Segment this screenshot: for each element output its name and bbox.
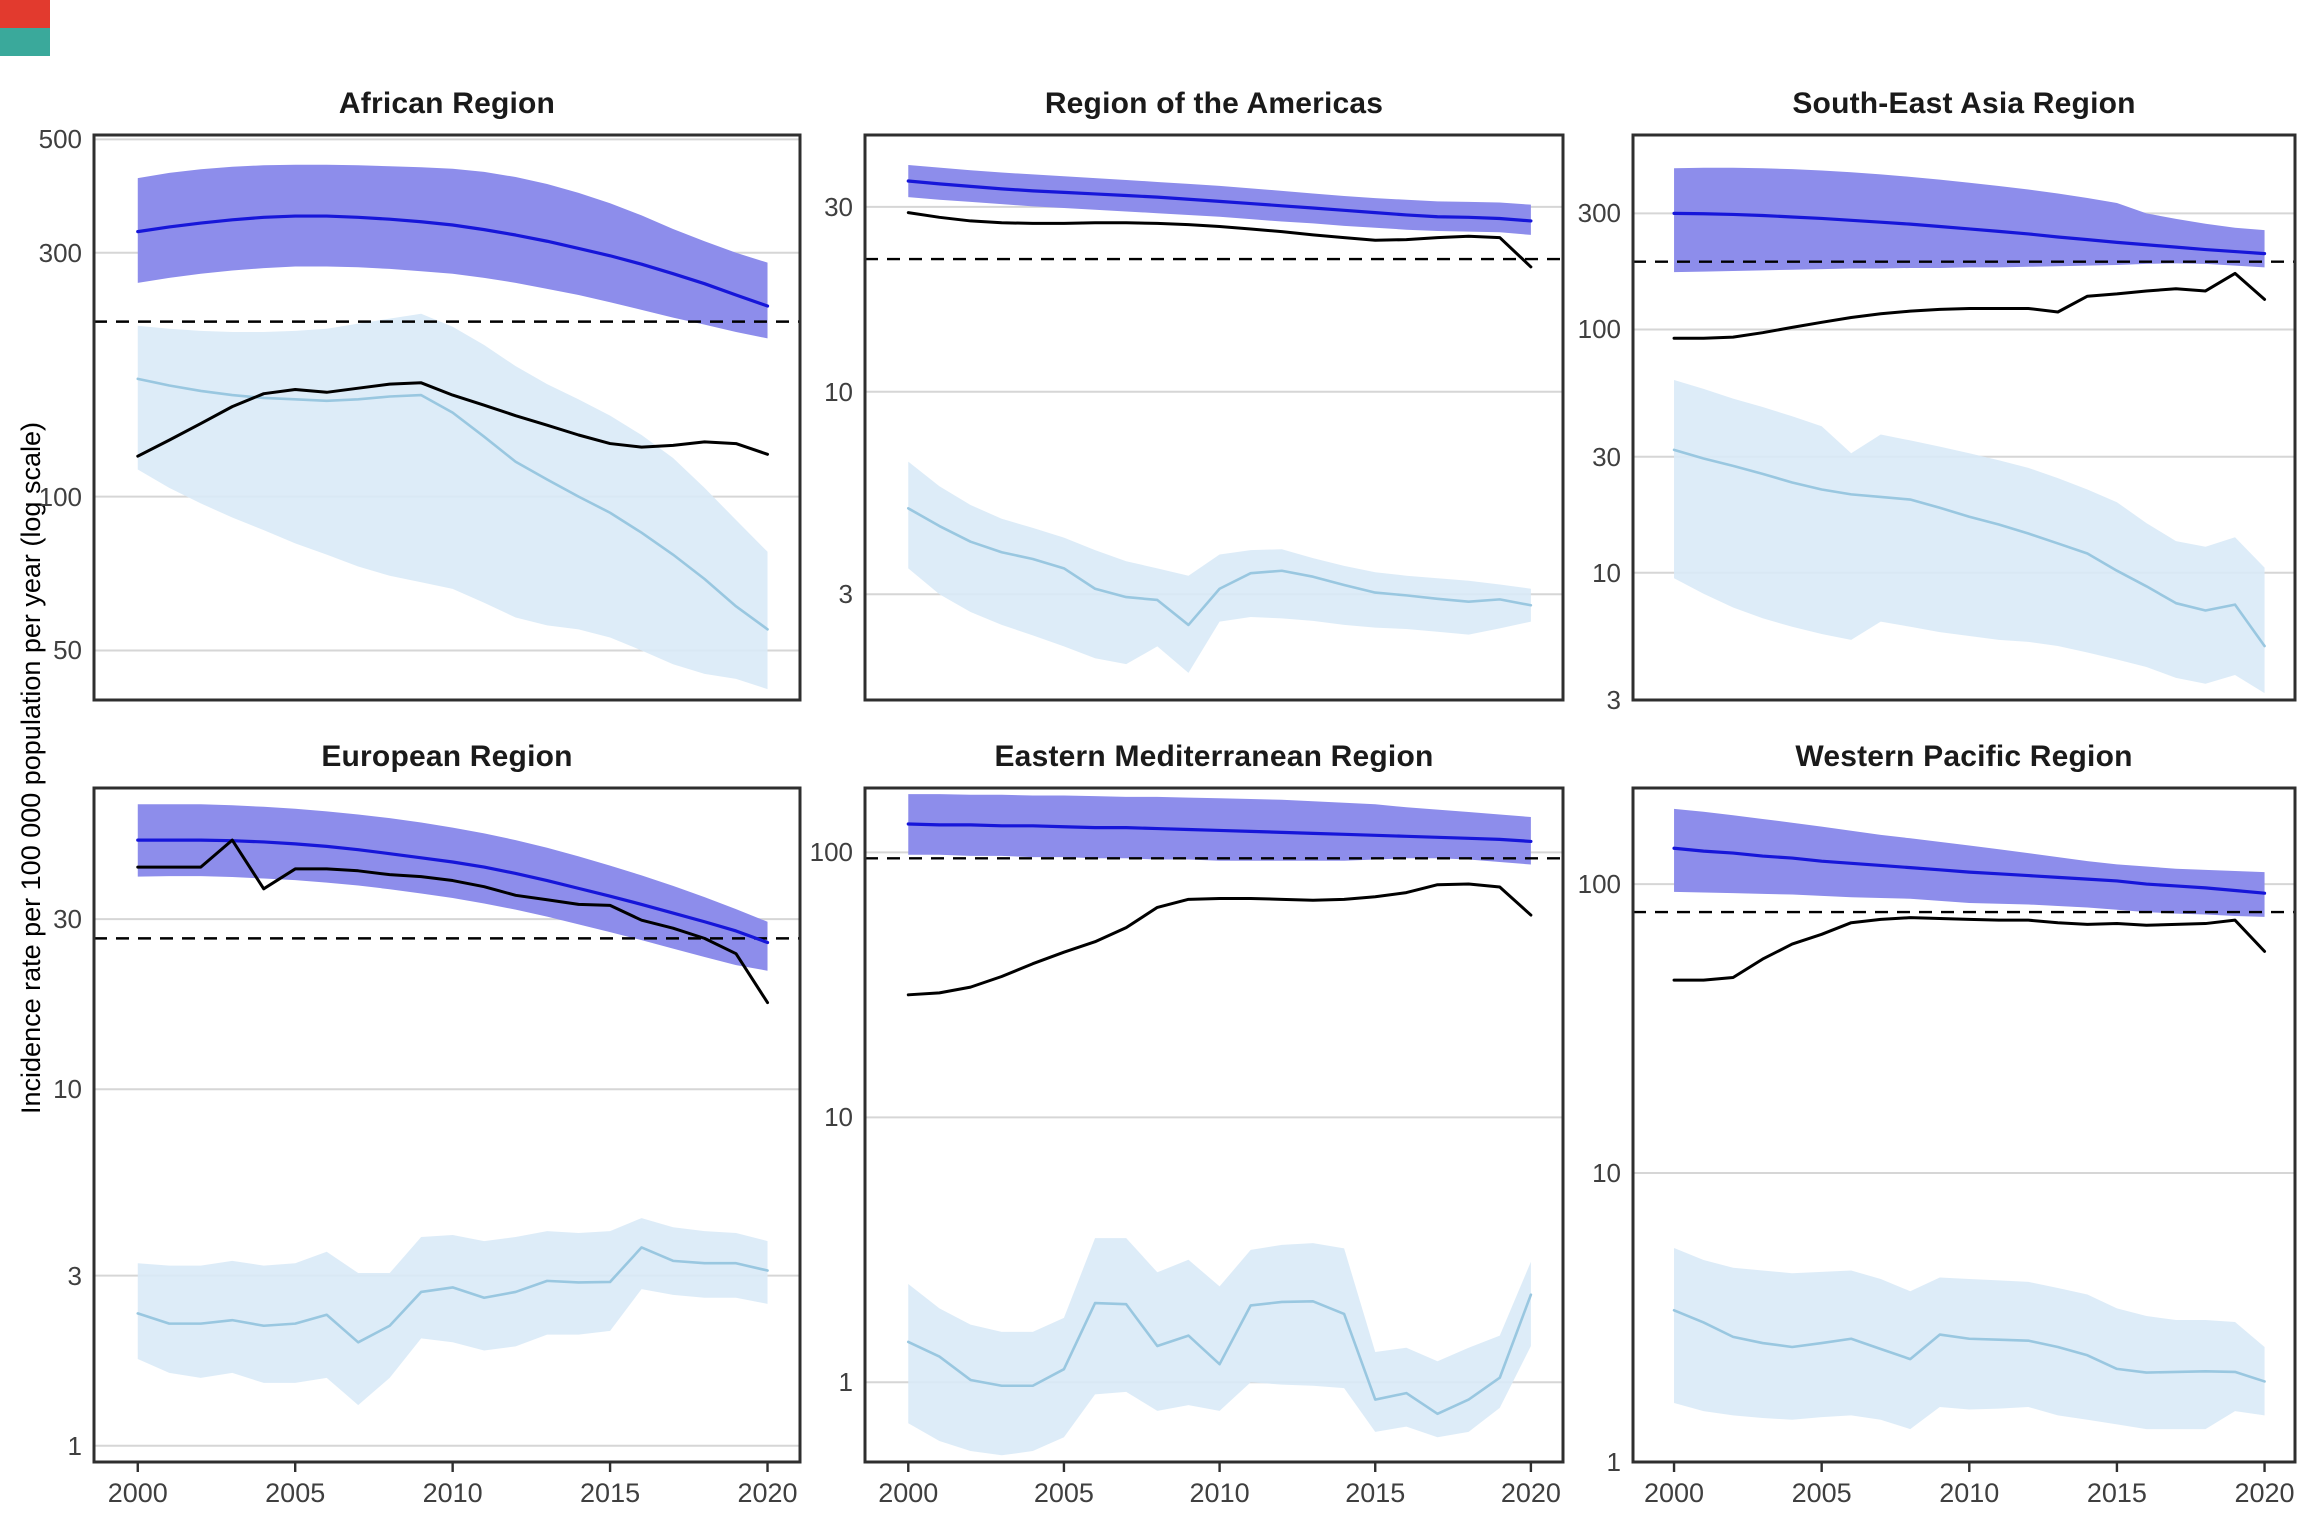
panel-title: South-East Asia Region xyxy=(1792,87,2136,120)
light-blue-estimate-line xyxy=(1672,448,2266,648)
black-notification-line xyxy=(906,882,1533,997)
x-axis-tick-label: 2005 xyxy=(265,1478,326,1508)
blue-estimate-line-band xyxy=(137,804,768,971)
y-axis-tick-label: 1 xyxy=(67,1430,82,1461)
blue-estimate-line-band xyxy=(137,164,768,339)
panel-border xyxy=(1631,786,2297,1464)
blue-estimate-line xyxy=(906,822,1533,844)
light-blue-estimate-line xyxy=(1672,1308,2266,1383)
light-blue-estimate-line-band xyxy=(1674,379,2265,694)
light-blue-estimate-line xyxy=(136,1246,769,1344)
light-blue-estimate-line xyxy=(906,507,1533,627)
y-axis-tick-label: 50 xyxy=(53,635,82,666)
panel-african-region: African Region 500 300 100 50 xyxy=(39,87,802,702)
y-axis-tick-label: 300 xyxy=(1577,198,1621,229)
black-notification-line xyxy=(1672,271,2267,340)
x-axis-tick-label: 2020 xyxy=(737,1478,798,1508)
panel-border xyxy=(92,133,802,702)
panel-european-region: European Region 30 10 3 1 2000 2005 2010 2015 20… xyxy=(53,740,802,1508)
x-axis-tick-label: 2015 xyxy=(1345,1478,1406,1508)
x-axis-tick-label: 2020 xyxy=(1500,1478,1561,1508)
panel-title: African Region xyxy=(338,87,556,120)
y-axis-tick-label: 500 xyxy=(38,124,82,155)
y-axis-tick-label: 100 xyxy=(1577,314,1621,345)
panel-south-east-asia-region: South-East Asia Region 300 100 30 10 3 xyxy=(1578,87,2297,715)
y-axis-tick-label: 30 xyxy=(824,191,853,222)
panel-title: Western Pacific Region xyxy=(1795,740,2133,773)
black-notification-line xyxy=(136,838,770,1005)
light-blue-estimate-line-band xyxy=(908,461,1531,673)
y-axis-tick-label: 3 xyxy=(838,579,853,610)
y-axis-tick-label: 100 xyxy=(38,481,82,512)
x-axis-tick-label: 2000 xyxy=(107,1478,168,1508)
panel-border xyxy=(863,786,1565,1464)
y-axis-tick-label: 10 xyxy=(1592,1158,1621,1189)
plot-area xyxy=(1631,133,2297,702)
y-axis-tick-label: 1 xyxy=(1606,1447,1621,1477)
light-blue-estimate-line-band xyxy=(908,1238,1531,1456)
panel-border xyxy=(92,786,802,1464)
plot-area xyxy=(863,786,1565,1472)
blue-estimate-line xyxy=(906,179,1533,223)
y-axis-tick-label: 100 xyxy=(809,837,853,868)
black-notification-line xyxy=(906,211,1533,269)
blue-estimate-line xyxy=(136,838,770,945)
blue-estimate-line xyxy=(1672,846,2267,895)
y-axis-tick-label: 300 xyxy=(38,237,82,268)
black-notification-line xyxy=(1672,916,2267,982)
x-axis-tick-label: 2015 xyxy=(580,1478,641,1508)
x-axis-tick-label: 2005 xyxy=(1033,1478,1094,1508)
panel-western-pacific-region: Western Pacific Region 100 10 1 2000 2005 201… xyxy=(1578,740,2297,1508)
y-axis-tick-label: 30 xyxy=(1592,441,1621,472)
panel-title: European Region xyxy=(321,740,573,773)
blue-estimate-line xyxy=(1672,211,2267,256)
plot-area xyxy=(92,786,802,1472)
panel-border xyxy=(1631,133,2297,702)
panel-title: Eastern Mediterranean Region xyxy=(994,740,1434,773)
x-axis-tick-label: 2020 xyxy=(2234,1478,2295,1508)
panel-title: Region of the Americas xyxy=(1044,87,1384,120)
x-axis-tick-label: 2010 xyxy=(1189,1478,1250,1508)
x-axis-tick-label: 2010 xyxy=(422,1478,483,1508)
black-notification-line xyxy=(136,381,770,458)
x-axis-tick-label: 2010 xyxy=(1939,1478,2000,1508)
y-axis-tick-label: 30 xyxy=(53,904,82,935)
y-axis-tick-label: 3 xyxy=(67,1260,82,1291)
x-axis-tick-label: 2005 xyxy=(1791,1478,1852,1508)
screenshot-corner-teal-marker xyxy=(0,28,50,56)
x-axis-tick-label: 2000 xyxy=(1644,1478,1705,1508)
blue-estimate-line-band xyxy=(1674,167,2265,273)
light-blue-estimate-line-band xyxy=(137,1218,768,1406)
panel-region-of-the-americas: Region of the Americas 30 10 3 xyxy=(824,87,1565,702)
y-axis-tick-label: 10 xyxy=(1592,557,1621,588)
y-axis-tick-label: 10 xyxy=(53,1074,82,1105)
y-axis-tick-label: 10 xyxy=(824,376,853,407)
screenshot-corner-red-marker xyxy=(0,0,50,28)
y-axis-tick-label: 100 xyxy=(1577,869,1621,900)
x-axis-tick-label: 2000 xyxy=(878,1478,939,1508)
plot-area xyxy=(863,133,1565,702)
y-axis-tick-label: 1 xyxy=(838,1367,853,1398)
light-blue-estimate-line xyxy=(136,377,769,631)
y-axis-tick-label: 3 xyxy=(1606,685,1621,715)
plot-area xyxy=(1631,786,2297,1472)
panel-eastern-mediterranean-region: Eastern Mediterranean Region 100 10 1 2000 2… xyxy=(810,740,1565,1508)
plot-area xyxy=(92,133,802,702)
y-axis-title: Incidence rate per 100 000 population pe… xyxy=(16,422,46,1114)
light-blue-estimate-line-band xyxy=(137,313,768,690)
y-axis-tick-label: 10 xyxy=(824,1102,853,1133)
panel-border xyxy=(863,133,1565,702)
blue-estimate-line-band xyxy=(1674,808,2265,917)
light-blue-estimate-line xyxy=(906,1293,1533,1416)
blue-estimate-line xyxy=(136,214,770,308)
x-axis-tick-label: 2015 xyxy=(2086,1478,2147,1508)
